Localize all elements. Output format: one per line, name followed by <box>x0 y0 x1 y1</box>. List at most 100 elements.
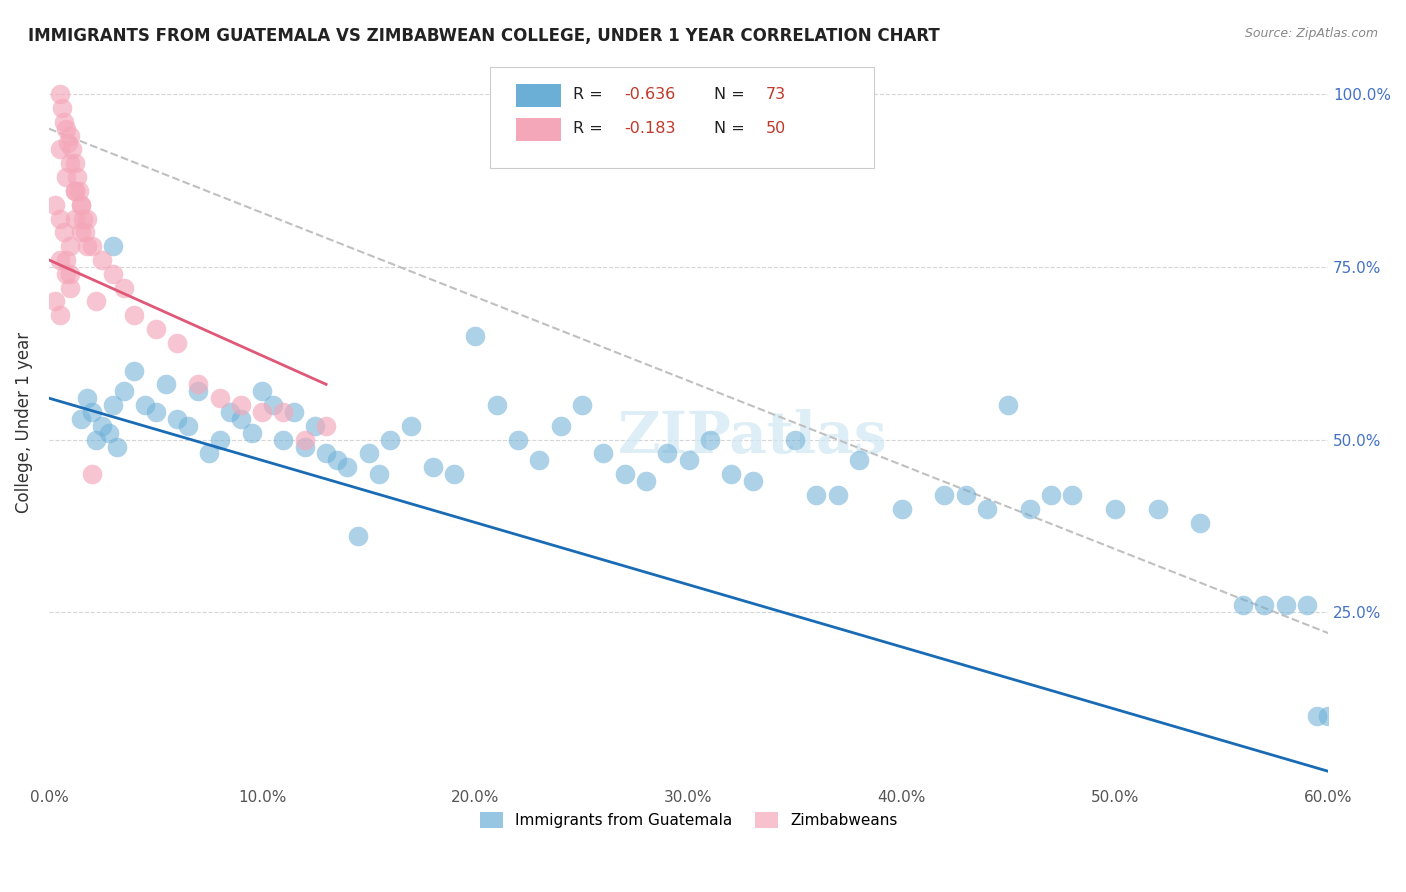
Point <box>485 398 508 412</box>
Point <box>571 398 593 412</box>
Point <box>63 184 86 198</box>
Point <box>326 453 349 467</box>
Point <box>59 156 82 170</box>
Point <box>250 384 273 399</box>
Point <box>273 433 295 447</box>
Point <box>112 280 135 294</box>
FancyBboxPatch shape <box>491 67 875 169</box>
Point <box>76 239 98 253</box>
Text: R =: R = <box>574 87 609 102</box>
Text: -0.636: -0.636 <box>624 87 676 102</box>
Point <box>80 467 103 482</box>
Point <box>55 169 77 184</box>
Point <box>59 239 82 253</box>
Point <box>198 446 221 460</box>
Point <box>294 440 316 454</box>
Point <box>122 308 145 322</box>
Point <box>1040 488 1063 502</box>
Point <box>997 398 1019 412</box>
Point <box>70 412 93 426</box>
Point <box>48 87 70 102</box>
Point <box>76 211 98 226</box>
Point <box>70 197 93 211</box>
Point <box>1295 599 1317 613</box>
Point <box>166 335 188 350</box>
Point <box>76 391 98 405</box>
Point <box>80 239 103 253</box>
Point <box>250 405 273 419</box>
Point <box>1062 488 1084 502</box>
Point <box>806 488 828 502</box>
Point <box>67 184 90 198</box>
Point <box>91 418 114 433</box>
Point <box>464 329 486 343</box>
Point <box>62 143 84 157</box>
Point <box>176 418 198 433</box>
Point <box>48 308 70 322</box>
Point <box>273 405 295 419</box>
Point <box>59 128 82 143</box>
Point <box>1274 599 1296 613</box>
Point <box>1018 501 1040 516</box>
Point <box>699 433 721 447</box>
Point <box>55 121 77 136</box>
Point <box>219 405 242 419</box>
Text: 73: 73 <box>765 87 786 102</box>
Point <box>613 467 636 482</box>
Point <box>785 433 807 447</box>
Point <box>48 143 70 157</box>
Point <box>657 446 679 460</box>
Point <box>934 488 956 502</box>
Point <box>56 136 79 150</box>
Point <box>208 433 231 447</box>
Point <box>70 197 93 211</box>
Point <box>51 101 73 115</box>
Text: N =: N = <box>714 87 749 102</box>
Point <box>529 453 551 467</box>
Text: N =: N = <box>714 121 749 136</box>
Point <box>63 211 86 226</box>
Text: IMMIGRANTS FROM GUATEMALA VS ZIMBABWEAN COLLEGE, UNDER 1 YEAR CORRELATION CHART: IMMIGRANTS FROM GUATEMALA VS ZIMBABWEAN … <box>28 27 939 45</box>
Point <box>1253 599 1275 613</box>
Point <box>91 252 114 267</box>
Point <box>368 467 391 482</box>
Point <box>240 425 263 440</box>
Point <box>59 267 82 281</box>
Point <box>890 501 912 516</box>
Point <box>315 446 337 460</box>
Point <box>155 377 177 392</box>
Point <box>304 418 326 433</box>
Point <box>145 322 167 336</box>
Point <box>44 294 66 309</box>
Point <box>422 460 444 475</box>
Point <box>208 391 231 405</box>
Point <box>72 211 94 226</box>
Point <box>59 280 82 294</box>
Point <box>63 156 86 170</box>
Point <box>101 398 124 412</box>
Point <box>955 488 977 502</box>
Point <box>55 252 77 267</box>
Point <box>262 398 284 412</box>
Point <box>101 239 124 253</box>
Legend: Immigrants from Guatemala, Zimbabweans: Immigrants from Guatemala, Zimbabweans <box>472 805 905 836</box>
Point <box>105 440 128 454</box>
Point <box>1146 501 1168 516</box>
Point <box>294 433 316 447</box>
Point <box>229 398 252 412</box>
Point <box>52 115 75 129</box>
Point <box>378 433 401 447</box>
Text: Source: ZipAtlas.com: Source: ZipAtlas.com <box>1244 27 1378 40</box>
Point <box>1232 599 1254 613</box>
Point <box>75 225 97 239</box>
Text: ZIPatlas: ZIPatlas <box>617 409 887 465</box>
Point <box>134 398 156 412</box>
Point <box>976 501 998 516</box>
Point <box>84 294 107 309</box>
Point <box>1189 516 1212 530</box>
Point <box>70 225 93 239</box>
Point <box>145 405 167 419</box>
Point <box>401 418 423 433</box>
Point <box>315 418 337 433</box>
Point <box>66 169 89 184</box>
